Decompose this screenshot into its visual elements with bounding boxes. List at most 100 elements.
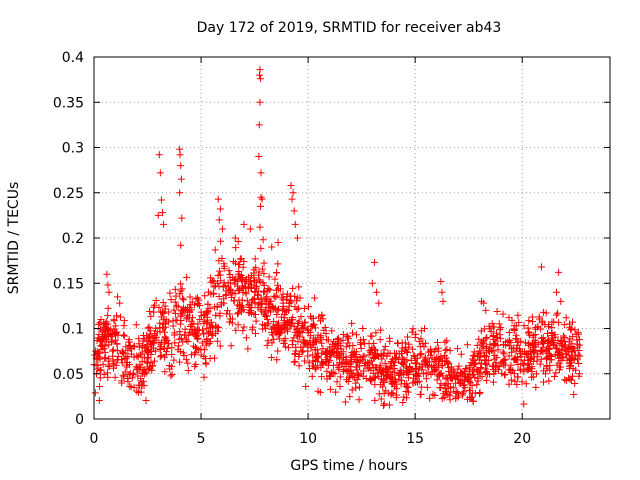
data-point xyxy=(555,354,563,362)
data-point xyxy=(127,350,135,358)
data-point xyxy=(476,352,484,360)
data-point xyxy=(567,325,575,333)
data-point xyxy=(528,373,536,381)
data-point xyxy=(442,380,450,388)
data-point xyxy=(298,324,306,332)
data-point xyxy=(103,369,111,377)
data-point xyxy=(172,292,180,300)
data-point xyxy=(129,369,137,377)
data-point xyxy=(191,350,199,358)
data-point xyxy=(368,279,376,287)
data-point xyxy=(239,327,247,335)
data-point xyxy=(551,341,559,349)
data-point xyxy=(176,151,184,159)
data-point xyxy=(171,339,179,347)
data-point xyxy=(361,359,369,367)
data-point xyxy=(393,391,401,399)
data-point xyxy=(444,384,452,392)
data-point xyxy=(493,329,501,337)
data-point xyxy=(524,356,532,364)
data-point xyxy=(538,319,546,327)
data-point xyxy=(469,397,477,405)
data-point xyxy=(227,342,235,350)
data-point xyxy=(141,344,149,352)
data-point xyxy=(318,349,326,357)
data-point xyxy=(229,257,237,265)
data-point xyxy=(235,267,243,275)
data-point xyxy=(571,326,579,334)
data-point xyxy=(482,335,490,343)
data-point xyxy=(202,360,210,368)
data-point xyxy=(438,395,446,403)
data-point xyxy=(257,169,265,177)
data-point xyxy=(258,265,266,273)
data-point xyxy=(246,303,254,311)
data-point xyxy=(377,366,385,374)
data-point xyxy=(457,350,465,358)
data-point xyxy=(467,359,475,367)
data-point xyxy=(345,374,353,382)
data-point xyxy=(275,319,283,327)
data-point xyxy=(223,310,231,318)
data-point xyxy=(499,310,507,318)
data-point xyxy=(293,297,301,305)
data-point xyxy=(371,396,379,404)
data-point xyxy=(251,276,259,284)
data-point xyxy=(566,343,574,351)
data-point xyxy=(165,308,173,316)
data-point xyxy=(346,393,354,401)
data-point xyxy=(386,334,394,342)
data-point xyxy=(217,277,225,285)
data-point xyxy=(212,322,220,330)
data-point xyxy=(527,353,535,361)
data-point xyxy=(264,285,272,293)
data-point xyxy=(341,398,349,406)
data-point xyxy=(513,380,521,388)
data-point xyxy=(94,365,102,373)
data-point xyxy=(252,264,260,272)
data-point xyxy=(380,401,388,409)
data-point xyxy=(239,263,247,271)
data-point xyxy=(442,391,450,399)
data-point xyxy=(412,330,420,338)
data-point xyxy=(420,357,428,365)
data-point xyxy=(270,292,278,300)
data-point xyxy=(562,349,570,357)
data-point xyxy=(207,290,215,298)
data-point xyxy=(112,322,120,330)
data-point xyxy=(180,296,188,304)
y-tick-label: 0.05 xyxy=(53,367,84,383)
data-point xyxy=(441,388,449,396)
data-point xyxy=(348,386,356,394)
data-point xyxy=(169,322,177,330)
data-point xyxy=(334,351,342,359)
data-point xyxy=(182,331,190,339)
data-point xyxy=(530,340,538,348)
data-point xyxy=(234,301,242,309)
data-point xyxy=(276,285,284,293)
data-point xyxy=(287,182,295,190)
data-point xyxy=(177,175,185,183)
y-tick-label: 0.15 xyxy=(53,276,84,292)
data-point xyxy=(176,320,184,328)
data-point xyxy=(155,151,163,159)
data-point xyxy=(263,315,271,323)
data-point xyxy=(552,311,560,319)
data-point xyxy=(544,353,552,361)
data-point xyxy=(116,313,124,321)
data-point xyxy=(200,373,208,381)
data-point xyxy=(319,345,327,353)
data-point xyxy=(257,75,265,83)
data-point xyxy=(177,162,185,170)
data-point xyxy=(512,331,520,339)
data-point xyxy=(173,316,181,324)
data-point xyxy=(460,381,468,389)
data-point xyxy=(497,324,505,332)
data-point xyxy=(391,358,399,366)
data-point xyxy=(372,329,380,337)
data-point xyxy=(301,339,309,347)
data-point xyxy=(202,341,210,349)
data-point xyxy=(241,283,249,291)
data-point xyxy=(161,368,169,376)
data-point xyxy=(347,360,355,368)
